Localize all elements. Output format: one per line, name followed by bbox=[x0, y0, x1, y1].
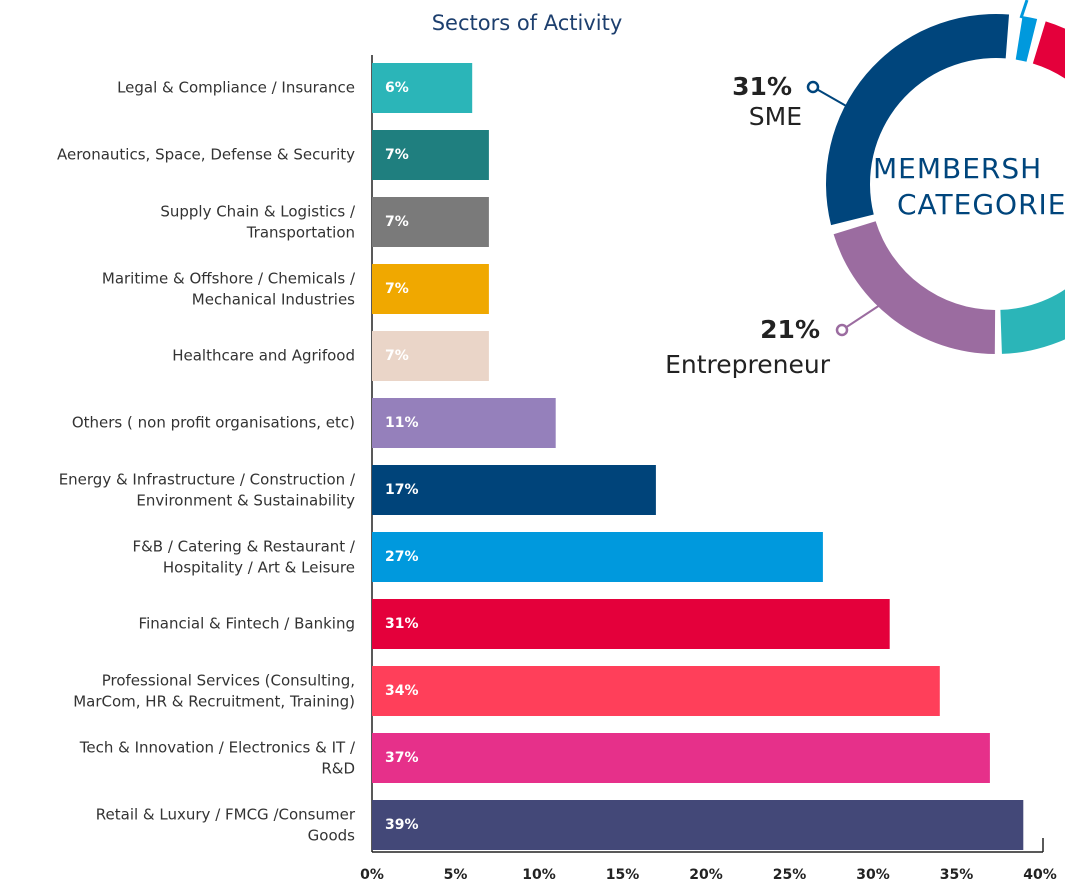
leader-line bbox=[1019, 0, 1029, 19]
y-tick-label: Tech & Innovation / Electronics & IT / R&… bbox=[79, 738, 356, 777]
leader-dot bbox=[806, 80, 820, 94]
value-label: 39% bbox=[385, 817, 419, 833]
bar bbox=[372, 666, 940, 716]
x-tick-label: 0% bbox=[360, 867, 384, 883]
value-label: 37% bbox=[385, 750, 419, 766]
y-tick-label: Maritime & Offshore / Chemicals / Mechani… bbox=[102, 269, 356, 308]
bar bbox=[372, 63, 473, 113]
value-label: 6% bbox=[385, 80, 409, 96]
bar bbox=[372, 264, 489, 314]
x-tick-label: 25% bbox=[773, 867, 807, 883]
donut-segment bbox=[826, 13, 1010, 226]
bar bbox=[372, 465, 656, 515]
value-label: 31% bbox=[732, 72, 792, 101]
y-tick-label: Others ( non profit organisations, etc) bbox=[72, 414, 355, 432]
x-tick-label: 30% bbox=[856, 867, 890, 883]
leader-dot bbox=[835, 323, 849, 337]
y-tick-label: Healthcare and Agrifood bbox=[172, 347, 355, 365]
y-tick-label: Financial & Fintech / Banking bbox=[139, 615, 355, 633]
bar bbox=[372, 398, 556, 448]
value-label: 7% bbox=[385, 214, 409, 230]
bar bbox=[372, 733, 990, 783]
x-tick-label: 35% bbox=[940, 867, 974, 883]
x-tick-label: 20% bbox=[689, 867, 723, 883]
x-tick-label: 15% bbox=[606, 867, 640, 883]
leader-line bbox=[812, 86, 849, 108]
donut-title: CATEGORIE bbox=[897, 188, 1065, 221]
y-tick-label: Supply Chain & Logistics / Transportation bbox=[160, 202, 356, 241]
bar bbox=[372, 599, 890, 649]
x-tick-label: 40% bbox=[1023, 867, 1057, 883]
bar bbox=[372, 800, 1024, 850]
y-tick-label: Retail & Luxury / FMCG /Consumer Goods bbox=[96, 805, 356, 844]
y-tick-label: F&B / Catering & Restaurant / Hospitality… bbox=[132, 537, 355, 576]
legend-label: SME bbox=[749, 102, 802, 131]
value-label: 34% bbox=[385, 683, 419, 699]
value-label: 7% bbox=[385, 147, 409, 163]
leader-line bbox=[841, 304, 881, 331]
y-tick-label: Aeronautics, Space, Defense & Security bbox=[57, 146, 355, 164]
y-tick-label: Professional Services (Consulting, MarCom… bbox=[73, 671, 355, 710]
legend-label: Entrepreneur bbox=[665, 350, 831, 379]
donut-segment bbox=[833, 221, 996, 354]
bar bbox=[372, 331, 489, 381]
x-tick-label: 10% bbox=[522, 867, 556, 883]
donut-segment-decor bbox=[1032, 21, 1065, 79]
x-tick-label: 5% bbox=[444, 867, 468, 883]
bar bbox=[372, 197, 489, 247]
bar bbox=[372, 130, 489, 180]
value-label: 11% bbox=[385, 415, 419, 431]
chart-title: Sectors of Activity bbox=[432, 11, 623, 35]
value-label: 31% bbox=[385, 616, 419, 632]
value-label: 27% bbox=[385, 549, 419, 565]
donut-segment-decor bbox=[1000, 289, 1065, 354]
value-label: 17% bbox=[385, 482, 419, 498]
bar bbox=[372, 532, 823, 582]
value-label: 21% bbox=[760, 315, 820, 344]
donut-segment-decor bbox=[1015, 16, 1038, 62]
value-label: 7% bbox=[385, 281, 409, 297]
y-tick-label: Legal & Compliance / Insurance bbox=[117, 79, 355, 97]
y-tick-label: Energy & Infrastructure / Construction /… bbox=[59, 470, 356, 509]
value-label: 7% bbox=[385, 348, 409, 364]
donut-title: MEMBERSH bbox=[873, 152, 1042, 185]
